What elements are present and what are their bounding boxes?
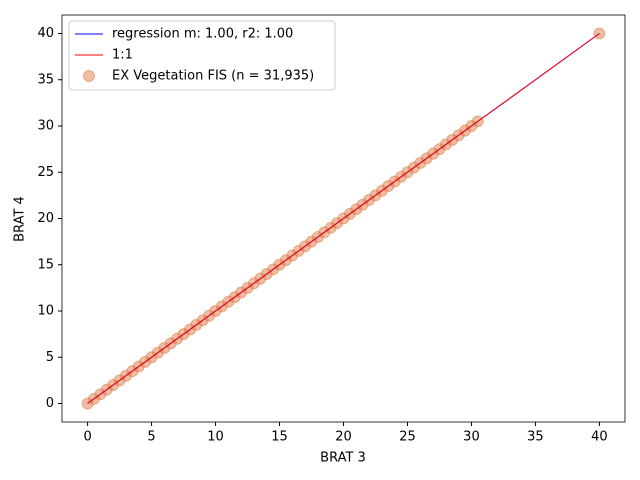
y-tick-label: 15 — [37, 257, 54, 272]
legend-label: 1:1 — [112, 48, 133, 63]
x-tick-label: 25 — [399, 430, 416, 445]
y-tick-label: 5 — [46, 350, 54, 365]
y-tick-label: 35 — [37, 72, 54, 87]
x-tick-label: 30 — [463, 430, 480, 445]
x-tick-label: 40 — [591, 430, 608, 445]
y-tick-label: 30 — [37, 119, 54, 134]
x-tick-label: 5 — [147, 430, 155, 445]
y-tick-label: 25 — [37, 165, 54, 180]
y-tick-label: 10 — [37, 304, 54, 319]
y-tick-label: 0 — [46, 396, 54, 411]
x-tick-label: 0 — [83, 430, 91, 445]
x-tick-label: 15 — [271, 430, 288, 445]
legend-swatch — [83, 70, 95, 82]
plot-frame — [61, 14, 626, 423]
y-tick-label: 20 — [37, 211, 54, 226]
y-tick-label: 40 — [37, 26, 54, 41]
legend-label: regression m: 1.00, r2: 1.00 — [112, 27, 293, 42]
x-tick-label: 20 — [335, 430, 352, 445]
x-axis-label: BRAT 3 — [320, 451, 366, 466]
y-axis-label: BRAT 4 — [13, 196, 28, 242]
legend-label: EX Vegetation FIS (n = 31,935) — [112, 69, 314, 84]
legend-box — [68, 20, 336, 91]
x-tick-label: 35 — [527, 430, 544, 445]
line — [87, 33, 600, 404]
x-tick-label: 10 — [207, 430, 224, 445]
